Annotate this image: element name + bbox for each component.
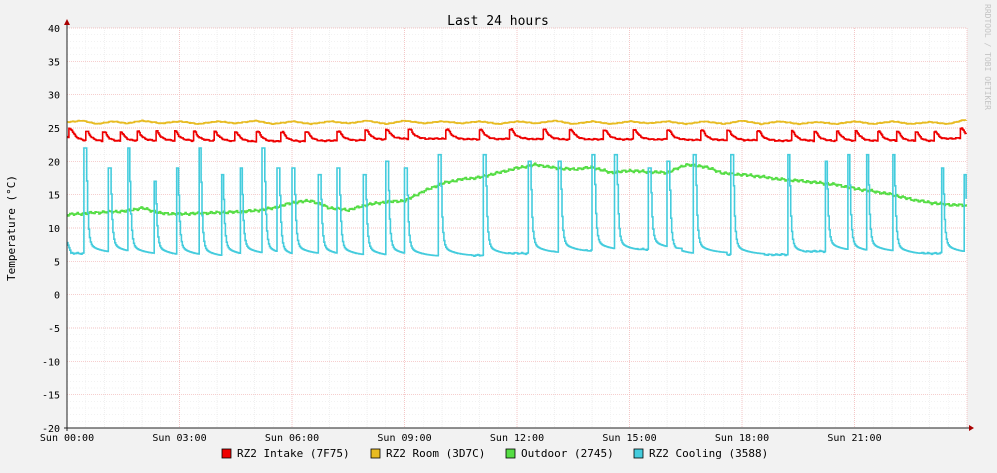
x-tick-label: Sun 03:00: [152, 433, 206, 444]
y-tick-label: 5: [54, 257, 60, 268]
y-tick-label: -5: [48, 324, 60, 335]
x-tick-label: Sun 18:00: [715, 433, 769, 444]
x-tick-label: Sun 21:00: [827, 433, 881, 444]
y-tick-label: 35: [48, 57, 60, 68]
x-tick-labels: Sun 00:00 Sun 03:00 Sun 06:00 Sun 09:00 Sun …: [40, 433, 882, 444]
y-tick-label: 25: [48, 124, 60, 135]
y-tick-label: 20: [48, 157, 60, 168]
legend-swatch: [221, 448, 232, 459]
legend-swatch: [370, 448, 381, 459]
y-tick-labels: 40 35 30 25 20 15 10 5 0 -5 -10 -15 -20: [42, 24, 60, 435]
legend-label: RZ2 Cooling (3588): [649, 447, 768, 460]
y-tick-label: 30: [48, 91, 60, 102]
x-tick-label: Sun 12:00: [490, 433, 544, 444]
legend-swatch: [505, 448, 516, 459]
x-tick-label: Sun 09:00: [377, 433, 431, 444]
watermark-text: RRDTOOL / TOBI OETIKER: [983, 4, 992, 110]
series-line: [67, 162, 967, 217]
y-tick-label: 0: [54, 291, 60, 302]
series-line: [67, 127, 967, 143]
legend: RZ2 Intake (7F75) RZ2 Room (3D7C) Outdoor …: [221, 447, 768, 460]
y-axis-label: Temperature (°C): [5, 175, 18, 281]
series-lines: [67, 119, 967, 257]
x-tick-label: Sun 15:00: [602, 433, 656, 444]
axes: [64, 19, 974, 431]
x-tick-label: Sun 06:00: [265, 433, 319, 444]
grid-lines: [66, 27, 968, 429]
legend-label: RZ2 Room (3D7C): [386, 447, 485, 460]
y-tick-label: -15: [42, 391, 60, 402]
x-tick-label: Sun 00:00: [40, 433, 94, 444]
legend-label: Outdoor (2745): [521, 447, 614, 460]
chart-title: Last 24 hours: [447, 14, 549, 29]
y-tick-label: 10: [48, 224, 60, 235]
legend-swatch: [633, 448, 644, 459]
y-tick-label: 15: [48, 191, 60, 202]
series-line: [67, 119, 967, 126]
x-axis-arrow-icon: [969, 425, 974, 431]
series-line: [67, 147, 967, 257]
y-axis-arrow-icon: [64, 19, 70, 25]
y-tick-label: -10: [42, 357, 60, 368]
legend-label: RZ2 Intake (7F75): [237, 447, 350, 460]
y-tick-label: 40: [48, 24, 60, 35]
y-tick-label: -20: [42, 424, 60, 435]
